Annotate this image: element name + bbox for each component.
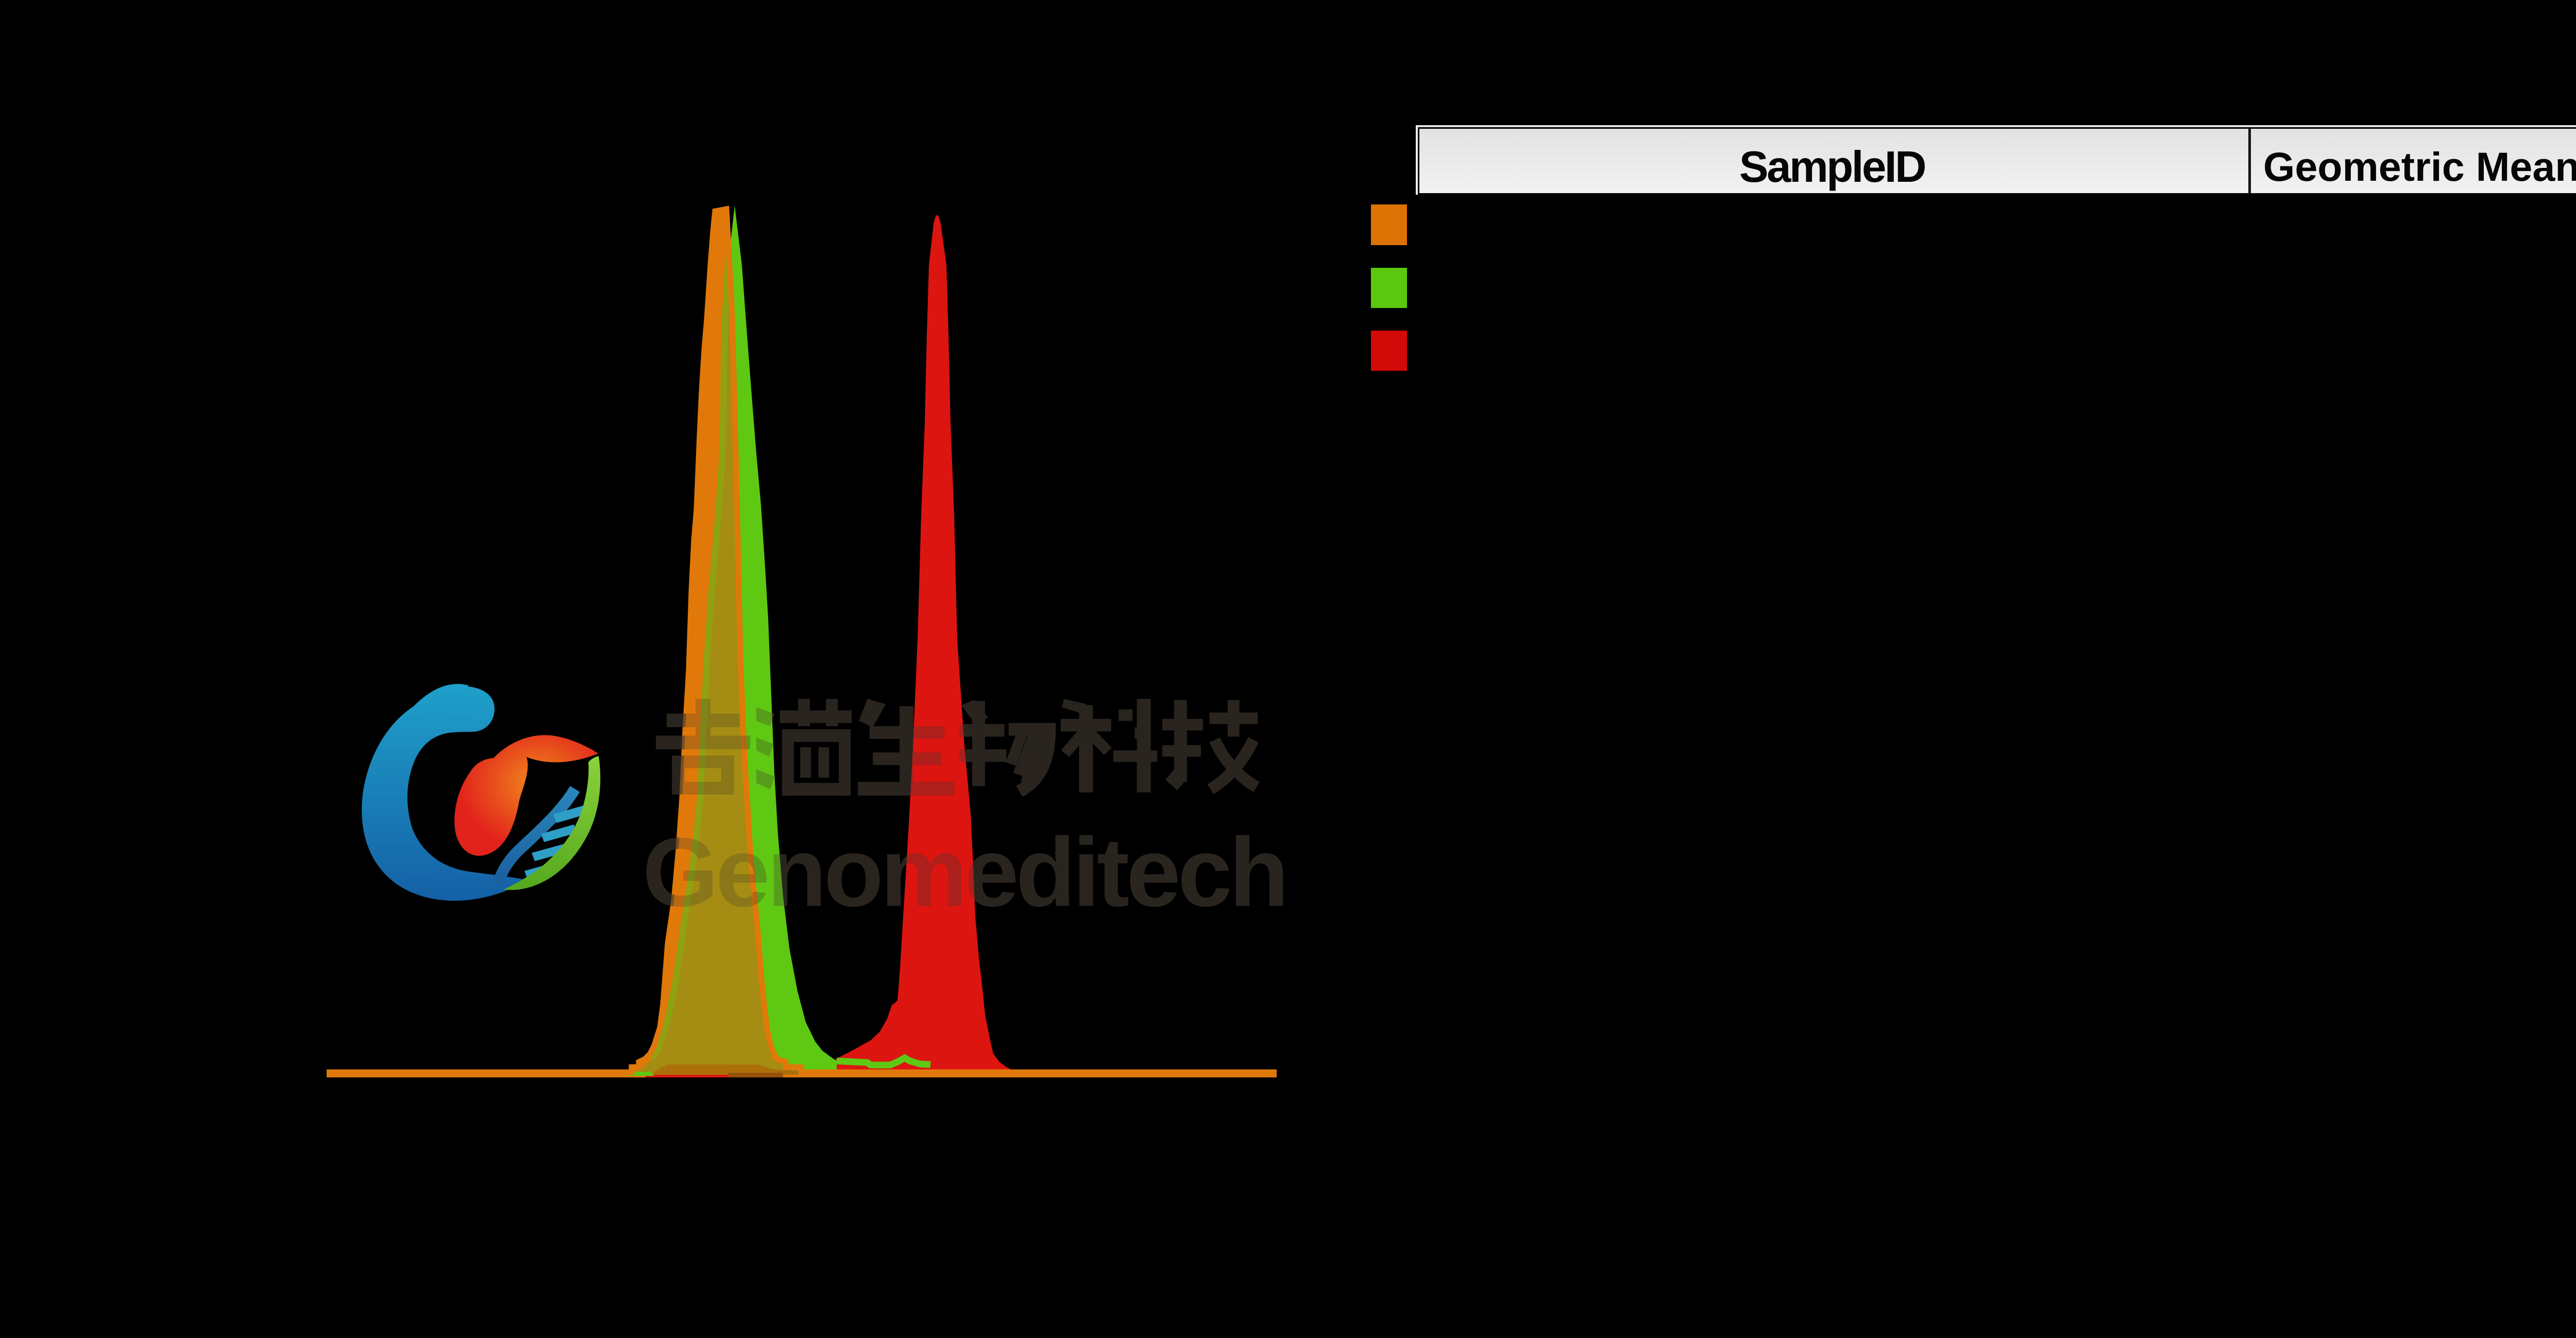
svg-text:Genomeditech: Genomeditech	[642, 818, 1286, 927]
svg-text:SampleID: SampleID	[1739, 143, 1925, 192]
svg-text:Geometric Mean : FL11-H: Geometric Mean : FL11-H	[2263, 144, 2576, 190]
